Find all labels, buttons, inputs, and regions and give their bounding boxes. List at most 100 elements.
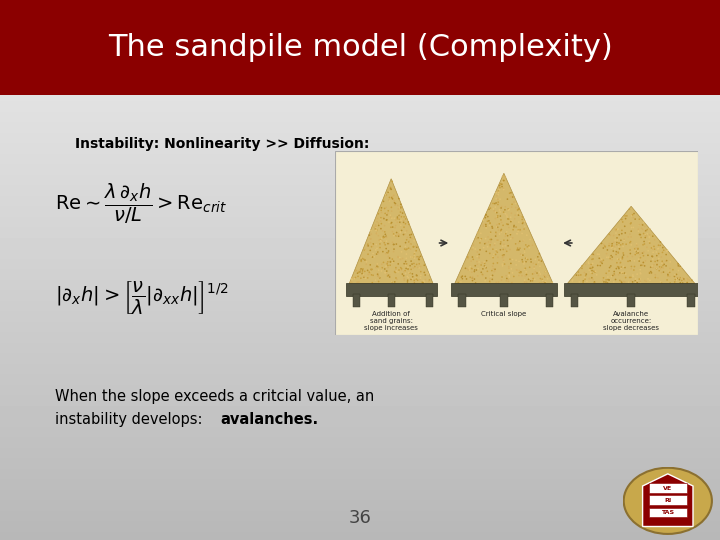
Text: Critical slope: Critical slope: [481, 311, 526, 317]
Point: [501, 274, 513, 283]
Point: [513, 246, 525, 254]
Point: [370, 222, 382, 231]
Point: [395, 216, 407, 225]
Point: [506, 278, 518, 287]
Point: [346, 273, 358, 282]
Point: [593, 250, 605, 259]
Point: [589, 278, 600, 287]
Point: [673, 273, 685, 282]
Point: [377, 247, 389, 256]
Point: [636, 261, 648, 269]
Point: [501, 227, 513, 236]
Point: [616, 268, 627, 277]
Point: [495, 208, 506, 217]
Point: [390, 240, 402, 248]
Point: [485, 272, 497, 281]
Point: [395, 242, 406, 251]
Point: [501, 211, 513, 219]
Point: [536, 275, 548, 284]
Point: [639, 233, 651, 242]
Point: [491, 222, 503, 231]
Point: [586, 264, 598, 273]
Point: [484, 221, 495, 230]
Point: [398, 272, 410, 280]
Point: [614, 255, 626, 264]
Point: [516, 251, 527, 259]
Point: [482, 233, 494, 241]
Point: [367, 271, 379, 280]
Point: [387, 194, 398, 203]
Point: [567, 276, 578, 285]
Point: [677, 279, 688, 287]
Point: [615, 236, 626, 245]
Point: [500, 241, 511, 250]
Point: [513, 239, 524, 247]
Point: [639, 240, 650, 248]
Point: [622, 257, 634, 266]
Point: [536, 279, 547, 287]
Point: [356, 254, 367, 262]
Point: [487, 245, 499, 253]
Point: [521, 269, 532, 278]
Point: [410, 275, 422, 284]
Point: [371, 229, 382, 238]
Point: [516, 255, 528, 264]
Point: [373, 277, 384, 286]
Point: [520, 241, 531, 249]
Point: [400, 245, 412, 254]
Point: [376, 267, 387, 275]
Point: [480, 247, 492, 255]
Point: [645, 263, 657, 272]
Point: [651, 264, 662, 273]
Point: [371, 230, 382, 238]
Point: [373, 249, 384, 258]
Point: [411, 271, 423, 280]
Point: [634, 220, 645, 229]
Point: [503, 271, 515, 280]
Point: [384, 271, 395, 279]
Point: [492, 248, 503, 256]
Point: [386, 218, 397, 227]
Point: [395, 266, 407, 274]
Text: When the slope exceeds a critcial value, an: When the slope exceeds a critcial value,…: [55, 389, 374, 404]
Point: [598, 240, 610, 249]
Point: [631, 278, 642, 287]
Point: [600, 249, 612, 258]
Point: [534, 279, 546, 287]
Point: [631, 240, 642, 248]
Point: [513, 245, 524, 254]
Point: [490, 250, 501, 259]
Point: [606, 242, 618, 251]
Point: [514, 210, 526, 219]
Point: [388, 230, 400, 238]
Point: [400, 238, 411, 247]
Point: [482, 267, 493, 275]
Point: [649, 235, 660, 244]
Point: [536, 257, 547, 266]
Point: [527, 276, 539, 285]
Point: [369, 223, 380, 232]
Point: [408, 259, 420, 268]
Point: [505, 230, 516, 238]
Point: [380, 244, 392, 253]
Point: [525, 255, 536, 264]
Point: [400, 261, 412, 270]
Point: [387, 223, 398, 232]
Point: [405, 240, 416, 248]
Point: [387, 177, 398, 186]
Point: [617, 253, 629, 261]
Point: [394, 253, 405, 262]
Point: [361, 258, 372, 266]
Point: [382, 248, 394, 257]
Point: [495, 238, 507, 246]
Point: [534, 255, 545, 264]
Point: [662, 246, 673, 254]
Point: [675, 262, 686, 271]
Point: [398, 216, 410, 225]
Point: [613, 245, 625, 253]
Point: [608, 269, 620, 278]
Point: [662, 272, 674, 280]
Point: [379, 265, 390, 273]
Point: [415, 267, 426, 276]
Point: [401, 235, 413, 244]
